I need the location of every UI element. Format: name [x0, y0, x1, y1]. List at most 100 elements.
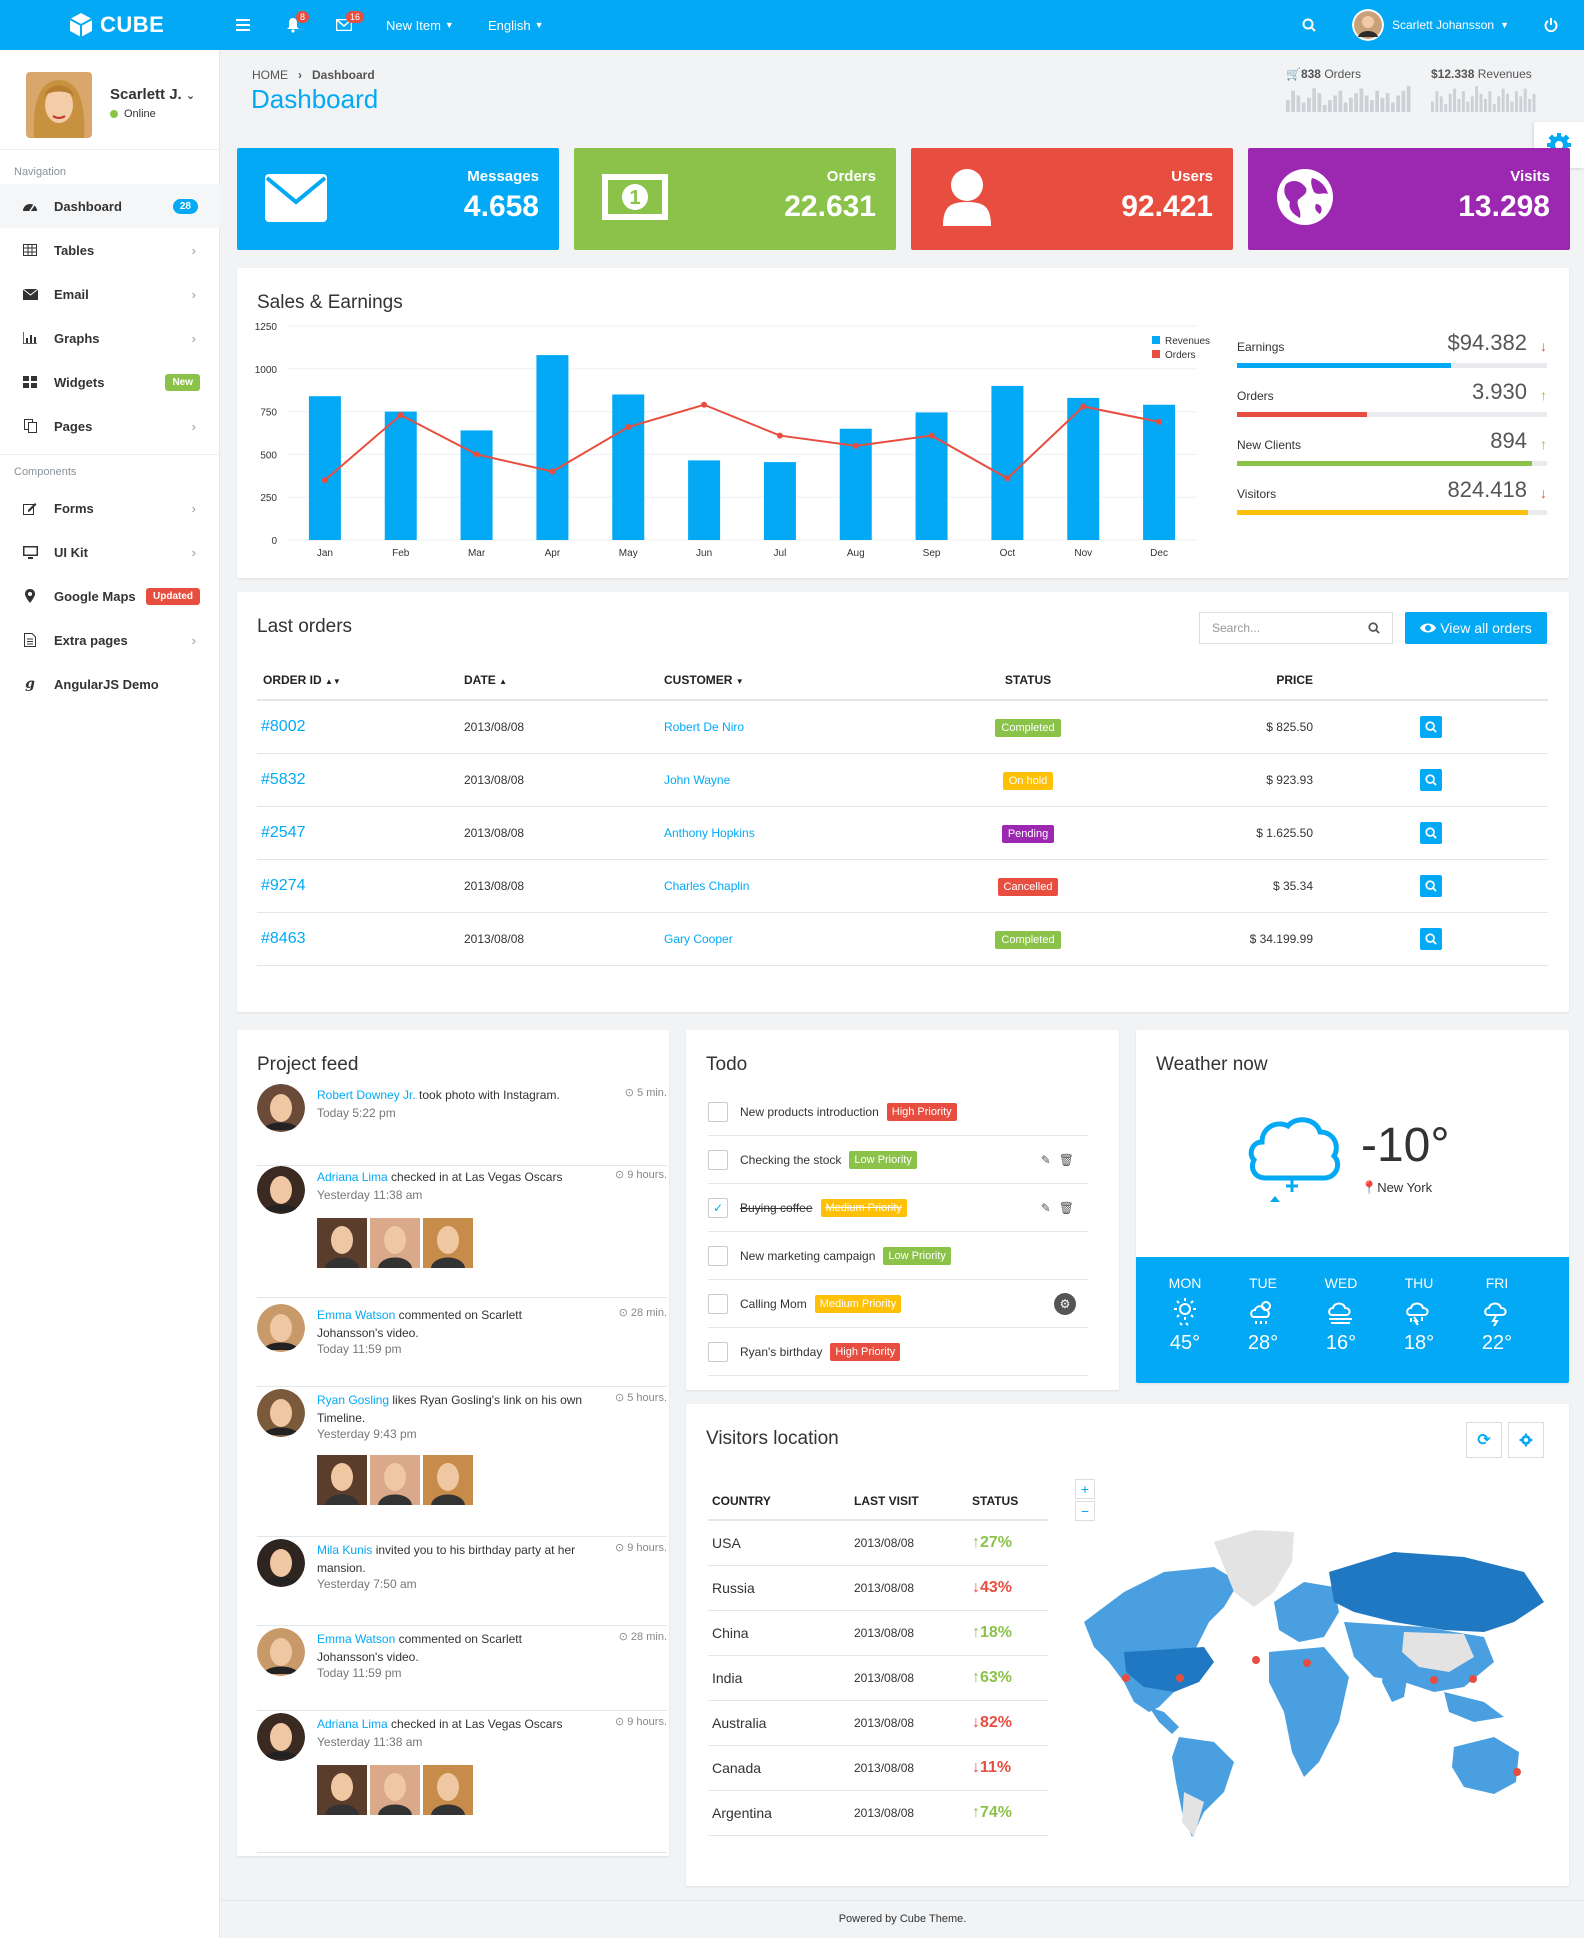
- stat-messages[interactable]: Messages 4.658: [237, 148, 559, 250]
- sidebar-item-tables[interactable]: Tables ›: [0, 228, 220, 272]
- map-zoom-in-button[interactable]: +: [1075, 1479, 1095, 1499]
- order-id-link[interactable]: #8002: [261, 717, 306, 735]
- search-icon: [1302, 18, 1316, 32]
- sidebar-item-extra-pages[interactable]: Extra pages ›: [0, 618, 220, 662]
- todo-checkbox[interactable]: ✓: [708, 1197, 728, 1218]
- trash-icon[interactable]: 🗑: [1058, 1200, 1074, 1215]
- legend-swatch: [1152, 350, 1160, 358]
- feed-user-link[interactable]: Emma Watson: [317, 1632, 396, 1646]
- zoom-order-button[interactable]: [1419, 768, 1442, 791]
- map-marker[interactable]: [1303, 1659, 1311, 1667]
- brand-logo[interactable]: CUBE: [68, 0, 164, 50]
- messages-button[interactable]: 16: [336, 0, 365, 50]
- customer-link[interactable]: Charles Chaplin: [664, 878, 750, 893]
- map-marker[interactable]: [1122, 1674, 1130, 1682]
- orders-search-input[interactable]: Search...: [1199, 612, 1393, 644]
- feed-avatar[interactable]: [257, 1304, 305, 1352]
- feed-user-link[interactable]: Mila Kunis: [317, 1543, 373, 1557]
- customer-link[interactable]: Anthony Hopkins: [664, 825, 755, 840]
- search-button[interactable]: [1302, 0, 1316, 50]
- photo-thumbnail[interactable]: [423, 1455, 473, 1505]
- breadcrumb-home[interactable]: HOME: [252, 68, 288, 82]
- column-header-order-id[interactable]: ORDER ID ▲▼: [257, 660, 464, 701]
- feed-user-link[interactable]: Robert Downey Jr.: [317, 1088, 416, 1102]
- todo-checkbox[interactable]: [708, 1149, 728, 1170]
- sidebar-item-uikit[interactable]: UI Kit ›: [0, 530, 220, 574]
- zoom-order-button[interactable]: [1419, 715, 1442, 738]
- feed-user-link[interactable]: Adriana Lima: [317, 1717, 388, 1731]
- logout-button[interactable]: [1544, 0, 1558, 50]
- map-marker[interactable]: [1176, 1674, 1184, 1682]
- map-marker[interactable]: [1252, 1656, 1260, 1664]
- view-all-orders-button[interactable]: View all orders: [1405, 612, 1547, 644]
- map-marker[interactable]: [1513, 1768, 1521, 1776]
- photo-thumbnail[interactable]: [370, 1218, 420, 1268]
- forecast-day: WED 16°: [1302, 1257, 1380, 1355]
- sidebar-item-email[interactable]: Email ›: [0, 272, 220, 316]
- todo-checkbox[interactable]: [708, 1245, 728, 1266]
- notifications-button[interactable]: 8: [286, 0, 310, 50]
- stat-users[interactable]: Users 92.421: [911, 148, 1233, 250]
- trash-icon[interactable]: 🗑: [1058, 1152, 1074, 1167]
- map-marker[interactable]: [1469, 1675, 1477, 1683]
- language-dropdown[interactable]: English ▼: [488, 0, 544, 50]
- sidebar-item-google-maps[interactable]: Google Maps Updated: [0, 574, 220, 618]
- order-id-link[interactable]: #5832: [261, 770, 306, 788]
- feed-avatar[interactable]: [257, 1166, 305, 1214]
- sidebar-item-angularjs[interactable]: g AngularJS Demo: [0, 662, 220, 706]
- gear-icon: ⚙: [1059, 1296, 1071, 1311]
- sidebar-item-pages[interactable]: Pages ›: [0, 404, 220, 448]
- photo-thumbnail[interactable]: [423, 1218, 473, 1268]
- zoom-order-button[interactable]: [1419, 821, 1442, 844]
- stat-orders[interactable]: 1 Orders 22.631: [574, 148, 896, 250]
- feed-user-link[interactable]: Emma Watson: [317, 1308, 396, 1322]
- customer-link[interactable]: Robert De Niro: [664, 719, 745, 734]
- user-menu[interactable]: Scarlett Johansson ▼: [1352, 0, 1509, 50]
- pencil-icon[interactable]: ✎: [1040, 1152, 1051, 1167]
- photo-thumbnail[interactable]: [317, 1455, 367, 1505]
- order-id-link[interactable]: #2547: [261, 823, 306, 841]
- todo-checkbox[interactable]: [708, 1293, 728, 1314]
- revenues-summary-value: $12.338: [1431, 67, 1475, 81]
- feed-avatar[interactable]: [257, 1713, 305, 1761]
- feed-user-link[interactable]: Ryan Gosling: [317, 1393, 390, 1407]
- feed-avatar[interactable]: [257, 1539, 305, 1587]
- world-map[interactable]: [1064, 1512, 1554, 1842]
- feed-text: checked in at Las Vegas Oscars: [387, 1170, 563, 1184]
- feed-user-link[interactable]: Adriana Lima: [317, 1170, 388, 1184]
- menu-toggle-button[interactable]: [236, 0, 250, 50]
- column-header-customer[interactable]: CUSTOMER ▼: [664, 660, 964, 701]
- todo-checkbox[interactable]: [708, 1101, 728, 1122]
- photo-thumbnail[interactable]: [423, 1765, 473, 1815]
- todo-checkbox[interactable]: [708, 1341, 728, 1362]
- photo-thumbnail[interactable]: [317, 1218, 367, 1268]
- map-zoom-out-button[interactable]: −: [1075, 1501, 1095, 1521]
- zoom-order-button[interactable]: [1419, 927, 1442, 950]
- new-item-dropdown[interactable]: New Item ▼: [386, 0, 454, 50]
- order-id-link[interactable]: #8463: [261, 929, 306, 947]
- feed-time: Yesterday 11:38 am: [317, 1188, 423, 1202]
- refresh-button[interactable]: ⟳: [1466, 1422, 1502, 1458]
- photo-thumbnail[interactable]: [370, 1765, 420, 1815]
- sidebar-user-menu[interactable]: Scarlett J. ⌄: [110, 86, 195, 103]
- zoom-order-button[interactable]: [1419, 874, 1442, 897]
- customer-link[interactable]: John Wayne: [664, 772, 731, 787]
- feed-avatar[interactable]: [257, 1084, 305, 1132]
- map-marker[interactable]: [1430, 1676, 1438, 1684]
- map-south-america: [1172, 1737, 1234, 1837]
- sidebar-item-widgets[interactable]: Widgets New: [0, 360, 220, 404]
- todo-settings-button[interactable]: ⚙: [1054, 1292, 1076, 1315]
- column-header-date[interactable]: DATE ▲: [464, 660, 664, 701]
- photo-thumbnail[interactable]: [317, 1765, 367, 1815]
- sidebar-item-dashboard[interactable]: Dashboard 28: [0, 184, 220, 228]
- customer-link[interactable]: Gary Cooper: [664, 931, 733, 946]
- order-id-link[interactable]: #9274: [261, 876, 306, 894]
- stat-visits[interactable]: Visits 13.298: [1248, 148, 1570, 250]
- settings-button[interactable]: [1508, 1422, 1544, 1458]
- pencil-icon[interactable]: ✎: [1040, 1200, 1051, 1215]
- photo-thumbnail[interactable]: [370, 1455, 420, 1505]
- feed-avatar[interactable]: [257, 1389, 305, 1437]
- feed-avatar[interactable]: [257, 1628, 305, 1676]
- sidebar-item-forms[interactable]: Forms ›: [0, 486, 220, 530]
- sidebar-item-graphs[interactable]: Graphs ›: [0, 316, 220, 360]
